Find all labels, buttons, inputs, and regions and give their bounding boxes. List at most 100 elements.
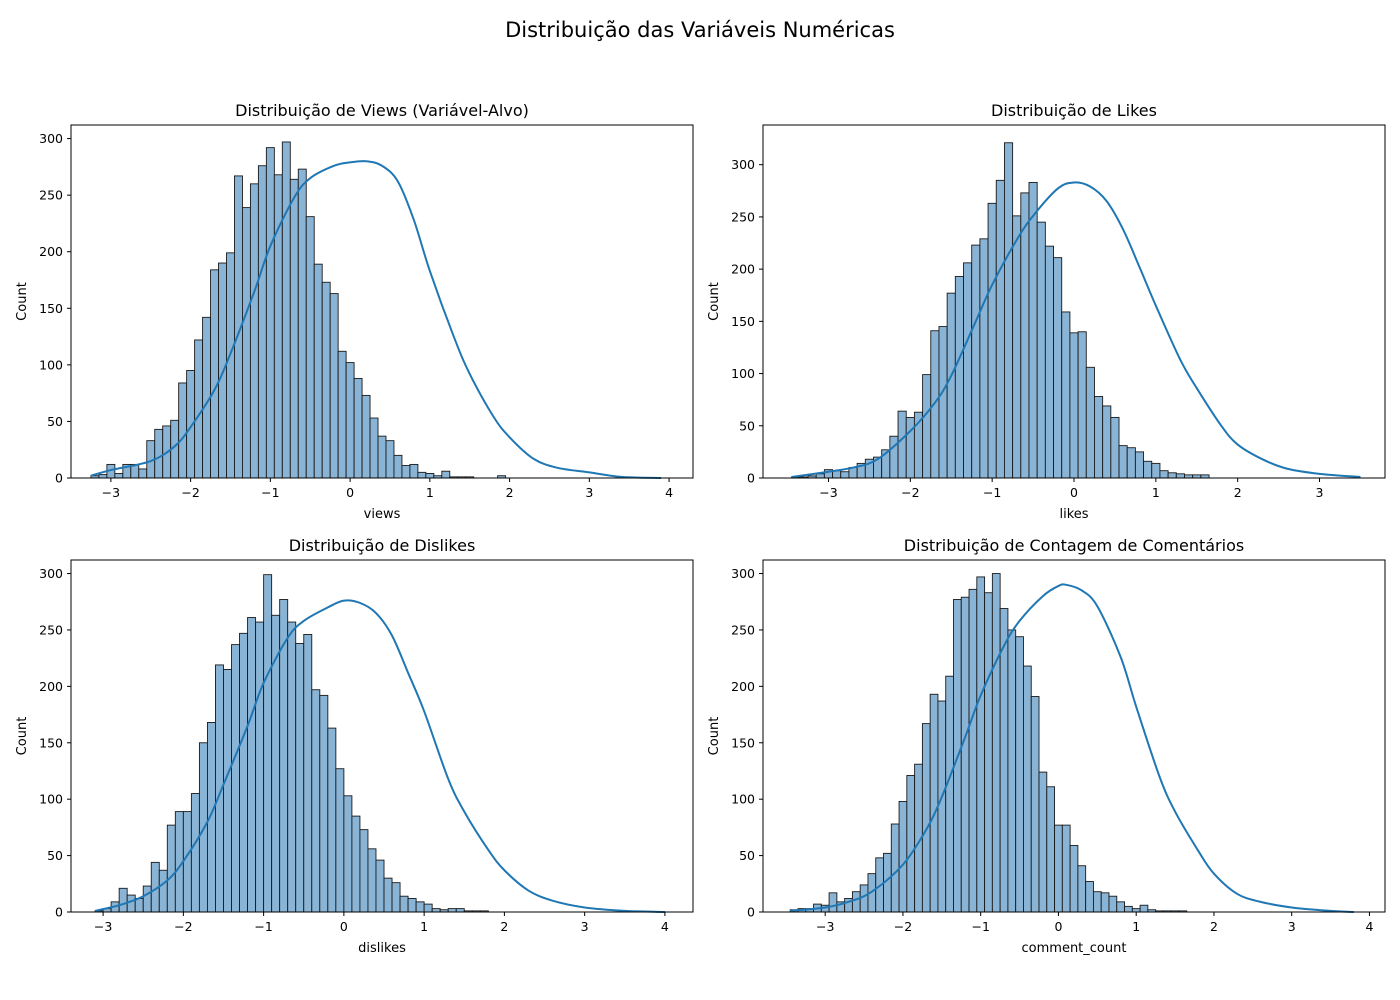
histogram-bar	[231, 644, 240, 913]
histogram-bar	[979, 238, 989, 479]
axes-frame	[70, 124, 694, 479]
y-axis-label: Count	[15, 282, 30, 321]
histogram-bar	[311, 689, 321, 913]
histogram-bar	[1044, 245, 1054, 479]
histogram-bar	[1085, 366, 1095, 479]
subplots-grid: −3 −2 −1 0 1 2 3 4050100150200250300Distribuiçã…	[15, 101, 1386, 956]
histogram-bar	[1139, 904, 1149, 913]
histogram-bar	[329, 293, 339, 479]
histogram-bar	[1015, 636, 1024, 913]
histogram-bar	[367, 848, 377, 913]
histogram-bar	[906, 775, 916, 913]
histogram-bar	[984, 592, 993, 913]
histogram-bar	[166, 824, 176, 913]
x-tick-label: 3	[581, 919, 589, 934]
histogram-bar	[393, 454, 403, 479]
histogram-bar	[257, 165, 267, 479]
histogram-bar	[1077, 865, 1087, 913]
histogram-bar	[295, 643, 305, 913]
x-tick-label: 1	[426, 485, 434, 500]
histogram-bar	[999, 608, 1009, 913]
histogram-bar	[1092, 891, 1102, 913]
y-tick-label: 200	[731, 679, 755, 694]
chart-title: Distribuição de Likes	[991, 101, 1157, 120]
x-tick-label: 3	[1288, 919, 1296, 934]
histogram-bar	[279, 599, 289, 913]
axes-frame	[70, 559, 694, 913]
histogram-bar	[351, 815, 361, 913]
y-axis-label: Count	[707, 282, 722, 321]
histogram-bar	[134, 898, 144, 913]
x-tick-label: 1	[420, 919, 428, 934]
histogram-bar	[976, 576, 986, 913]
histogram-bar	[142, 885, 152, 913]
histogram-bar	[385, 440, 395, 479]
x-tick-label: 2	[1210, 919, 1218, 934]
histogram-bar	[303, 634, 313, 913]
histogram-bar	[1028, 181, 1038, 479]
histogram-bar	[401, 465, 411, 479]
histogram-bar	[223, 668, 232, 913]
y-tick-label: 300	[731, 566, 755, 581]
histogram-bar	[1069, 332, 1079, 479]
x-tick-label: −2	[174, 919, 192, 934]
subplot-dislikes: −3 −2 −1 0 1 2 3 4 0 50 100 150 200 250 300 Distribuiçã…	[15, 536, 694, 956]
figure-suptitle: Distribuição das Variáveis Numéricas	[505, 18, 895, 42]
y-tick-label: 0	[55, 905, 63, 920]
histogram-bar	[890, 823, 900, 913]
x-axis-label: likes	[1059, 507, 1088, 522]
histogram-bar	[1054, 824, 1063, 913]
histogram-bar	[828, 892, 838, 913]
histogram-bar	[1020, 192, 1030, 479]
y-tick-label: 250	[731, 209, 755, 224]
y-tick-label: 0	[747, 905, 755, 920]
x-tick-label: −2	[901, 485, 919, 500]
histogram-bar	[98, 474, 108, 479]
histogram-bar	[178, 382, 188, 479]
histogram-bar	[1118, 445, 1128, 479]
histogram-bar	[287, 621, 297, 913]
histogram-bar	[1007, 629, 1017, 913]
y-tick-label: 100	[39, 792, 63, 807]
histogram-bar	[1175, 473, 1185, 479]
x-tick-label: −3	[816, 919, 834, 934]
histogram-bar	[945, 675, 954, 913]
histogram-bar	[1061, 311, 1071, 479]
y-tick-label: 300	[39, 566, 63, 581]
histogram-bar	[321, 281, 331, 479]
histogram-bar	[297, 168, 307, 479]
y-tick-label: 150	[731, 735, 755, 750]
histogram-bar	[1102, 405, 1112, 479]
histogram-bar	[971, 244, 981, 479]
histogram-bar	[898, 800, 908, 913]
histogram-bar	[425, 473, 435, 479]
y-tick-label: 150	[39, 735, 63, 750]
histogram-bar	[1124, 905, 1133, 913]
histogram-bar	[263, 574, 273, 913]
histogram-bar	[946, 292, 956, 479]
histogram-bar	[313, 263, 323, 479]
histogram-bar	[239, 632, 249, 913]
x-tick-label: −3	[94, 919, 112, 934]
histogram-bar	[154, 428, 164, 479]
histogram-bar	[391, 882, 401, 913]
histogram-bar	[114, 473, 124, 479]
y-tick-label: 250	[39, 622, 63, 637]
histogram-bar	[210, 269, 219, 479]
histogram-bar	[1046, 786, 1056, 913]
histogram-bar	[1134, 451, 1145, 479]
x-tick-label: 2	[506, 485, 514, 500]
histogram-bar	[1053, 257, 1063, 479]
histogram-bar	[851, 891, 861, 913]
histogram-bar	[281, 141, 291, 479]
histogram-bar	[305, 216, 315, 479]
histogram-bar	[960, 596, 970, 913]
histogram-bar	[359, 829, 369, 913]
histogram-bar	[840, 471, 850, 479]
y-tick-label: 100	[731, 792, 755, 807]
y-tick-label: 150	[39, 301, 63, 316]
x-tick-label: 1	[1132, 919, 1140, 934]
histogram-bar	[249, 183, 259, 479]
histogram-bar	[447, 908, 457, 913]
histogram-bar	[995, 179, 1005, 479]
